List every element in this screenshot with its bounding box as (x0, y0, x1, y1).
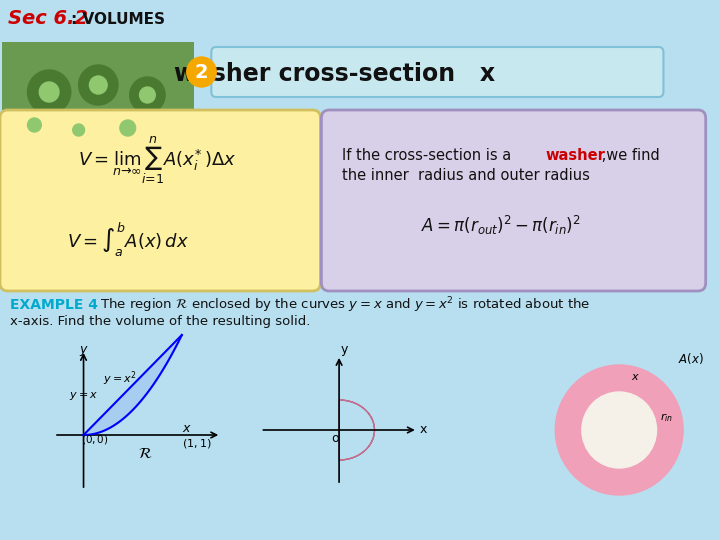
Text: washer cross-section   x: washer cross-section x (174, 62, 495, 86)
Text: : VOLUMES: : VOLUMES (71, 11, 165, 26)
FancyBboxPatch shape (0, 110, 320, 291)
Circle shape (73, 124, 84, 136)
Text: The region $\mathcal{R}$ enclosed by the curves $y = x$ and $y = x^2$ is rotated: The region $\mathcal{R}$ enclosed by the… (96, 295, 590, 315)
Text: washer: washer (546, 147, 606, 163)
Text: $V = \lim_{n\to\infty}\sum_{i=1}^{n} A(x_i^*)\Delta x$: $V = \lim_{n\to\infty}\sum_{i=1}^{n} A(x… (78, 134, 236, 186)
Circle shape (186, 57, 216, 87)
Circle shape (582, 392, 657, 468)
Text: $A = \pi(r_{out})^2 - \pi(r_{in})^2$: $A = \pi(r_{out})^2 - \pi(r_{in})^2$ (421, 213, 581, 237)
Text: $x$: $x$ (182, 422, 192, 435)
FancyBboxPatch shape (321, 110, 706, 291)
Text: Sec 6.2: Sec 6.2 (8, 10, 88, 29)
Text: EXAMPLE 4: EXAMPLE 4 (10, 298, 98, 312)
Text: $y$: $y$ (78, 344, 89, 358)
Text: the inner  radius and outer radius: the inner radius and outer radius (342, 167, 590, 183)
Circle shape (130, 77, 165, 113)
Circle shape (27, 70, 71, 114)
Text: x-axis. Find the volume of the resulting solid.: x-axis. Find the volume of the resulting… (10, 315, 310, 328)
Text: If the cross-section is a: If the cross-section is a (342, 147, 516, 163)
Text: $A(x)$: $A(x)$ (678, 351, 704, 366)
Circle shape (555, 365, 683, 495)
Text: ,we find: ,we find (597, 147, 660, 163)
Text: x: x (420, 423, 427, 436)
Circle shape (40, 82, 59, 102)
Circle shape (27, 118, 41, 132)
Circle shape (140, 87, 156, 103)
Text: o: o (331, 432, 339, 445)
FancyBboxPatch shape (0, 0, 708, 38)
PathPatch shape (339, 400, 374, 460)
Text: y: y (341, 343, 348, 356)
Text: $\mathcal{R}$: $\mathcal{R}$ (138, 446, 152, 461)
Text: $(0, 0)$: $(0, 0)$ (81, 433, 108, 446)
Circle shape (65, 116, 92, 144)
Text: $x$: $x$ (631, 372, 640, 382)
Circle shape (120, 120, 135, 136)
Text: $y = x$: $y = x$ (69, 389, 98, 402)
Circle shape (19, 109, 50, 141)
Circle shape (78, 65, 118, 105)
Text: $(1,1)$: $(1,1)$ (182, 437, 212, 450)
Text: $y = x^2$: $y = x^2$ (103, 369, 137, 388)
Text: $V = \int_a^b A(x)\,dx$: $V = \int_a^b A(x)\,dx$ (67, 221, 189, 259)
FancyBboxPatch shape (211, 47, 663, 97)
Circle shape (111, 111, 145, 145)
Text: $r_{in}$: $r_{in}$ (660, 411, 674, 424)
Text: 2: 2 (194, 63, 208, 82)
FancyBboxPatch shape (2, 42, 194, 142)
Circle shape (89, 76, 107, 94)
